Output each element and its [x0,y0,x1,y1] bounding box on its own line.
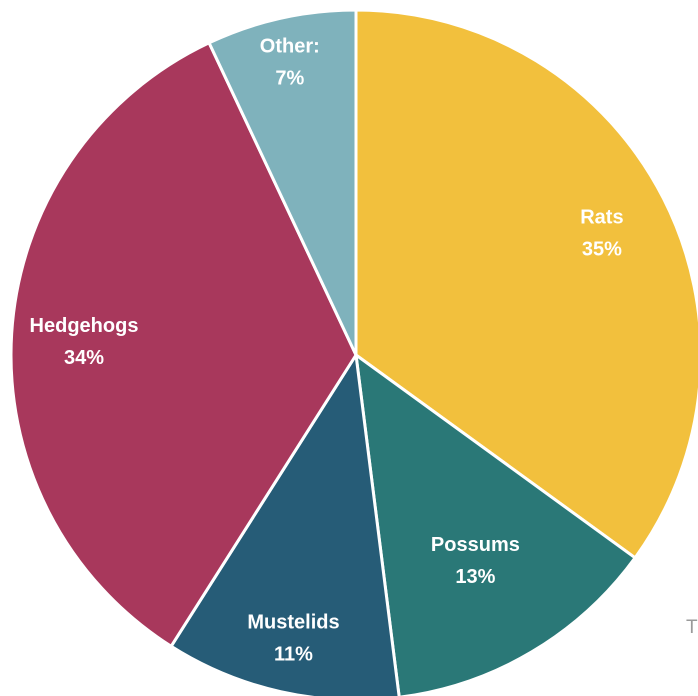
pie-slice-hedgehogs [9,41,358,648]
slice-label-other: Other: 7% [260,36,320,90]
pie-slice-other [207,8,358,357]
slice-value-label: 34% [64,347,104,369]
slice-value-label: 7% [275,68,304,90]
slice-label-mustelids: Mustelids 11% [247,612,339,666]
pie-slice-rats [354,8,698,560]
slice-category-label: Mustelids [247,612,339,634]
slice-value-label: 35% [582,239,622,261]
pie-slices [9,8,698,696]
pie-labels: Rats 35% Possums 13% Mustelids 11% Hedgehogs 34… [30,36,624,666]
slice-value-label: 13% [455,566,495,588]
slice-label-rats: Rats 35% [580,207,623,261]
slice-category-label: Possums [431,534,520,556]
cut-off-edge-text: T [686,617,698,638]
slice-value-label: 11% [274,644,313,666]
pie-slice-mustelids [169,353,401,696]
slice-category-label: Rats [580,207,623,229]
slice-category-label: Other: [260,36,320,58]
slice-category-label: Hedgehogs [30,315,139,337]
slice-label-possums: Possums 13% [431,534,520,588]
pie-slice-possums [354,353,637,696]
slice-label-hedgehogs: Hedgehogs 34% [30,315,139,369]
